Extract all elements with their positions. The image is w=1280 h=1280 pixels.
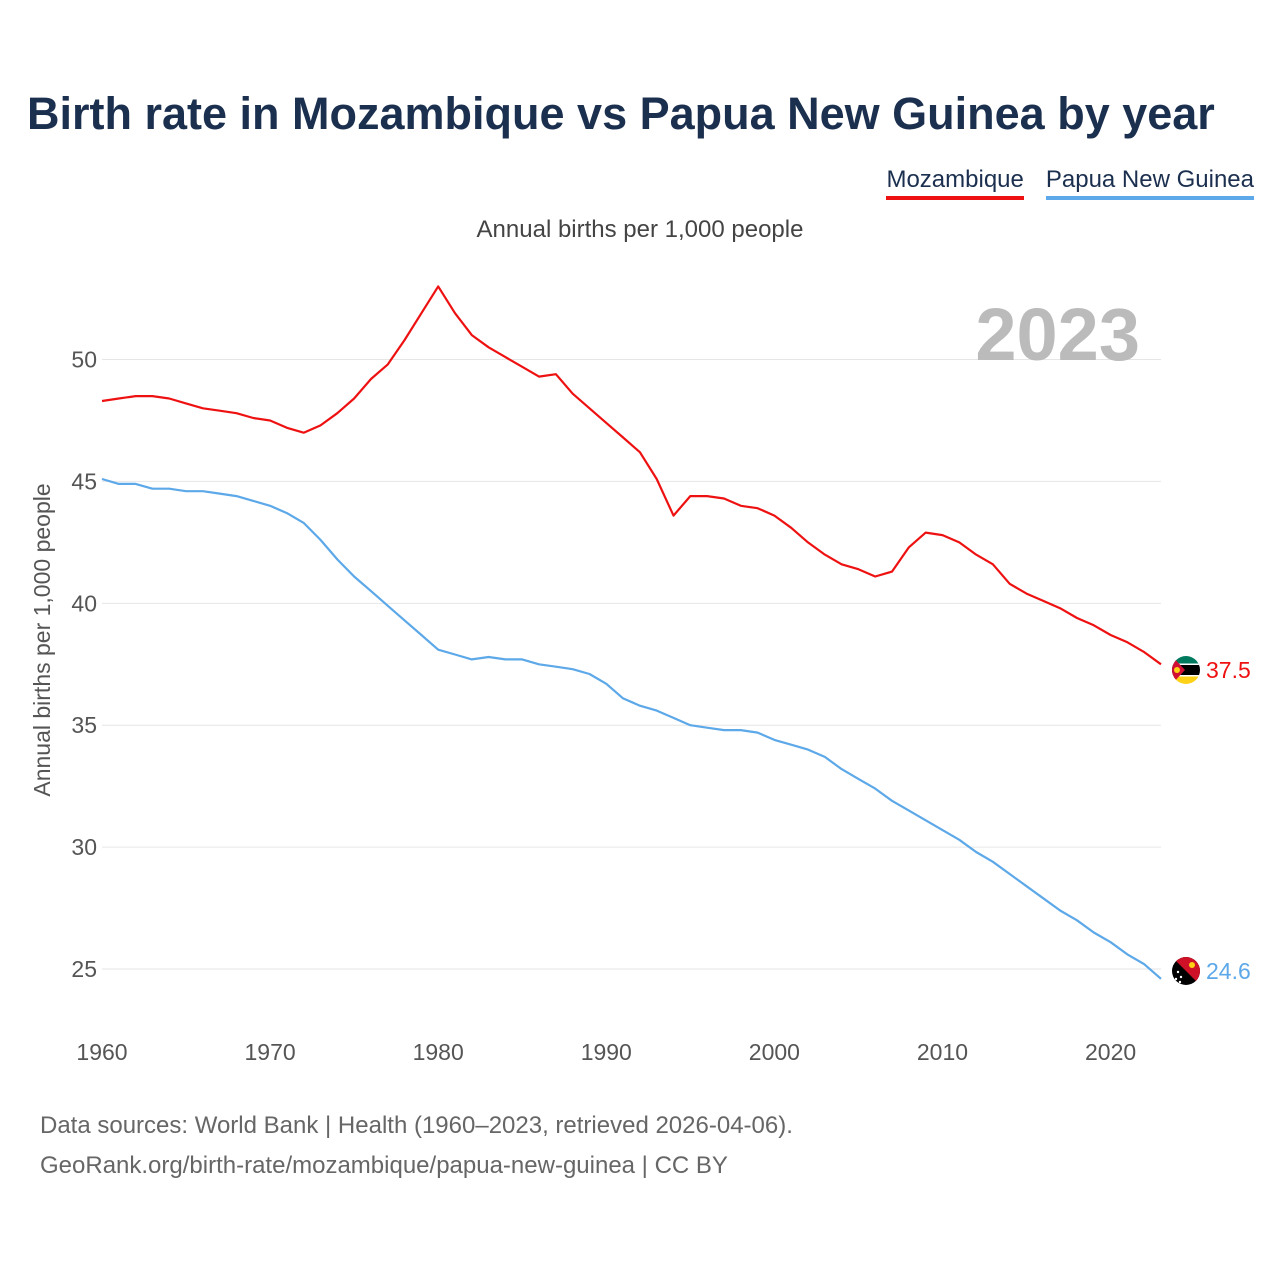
y-axis-label: Annual births per 1,000 people	[29, 483, 55, 796]
legend-papua-new-guinea[interactable]: Papua New Guinea	[1045, 166, 1254, 200]
y-tick-label: 30	[71, 834, 97, 860]
end-value-mozambique: 37.5	[1206, 657, 1251, 683]
x-axis-ticks: 1960 1970 1980 1990 2000 2010 2020	[76, 1039, 1136, 1065]
x-tick-label: 2000	[749, 1039, 800, 1065]
series-line-mozambique[interactable]	[101, 285, 1162, 666]
y-tick-label: 45	[71, 468, 97, 494]
y-tick-label: 50	[71, 347, 97, 373]
y-tick-label: 35	[71, 712, 97, 738]
footer-sources: Data sources: World Bank | Health (1960–…	[40, 1112, 793, 1139]
x-tick-label: 1980	[413, 1039, 464, 1065]
year-watermark: 2023	[975, 293, 1140, 376]
x-tick-label: 1970	[245, 1039, 296, 1065]
x-tick-label: 1960	[76, 1039, 127, 1065]
mozambique-flag-icon	[1172, 656, 1200, 684]
x-tick-label: 2020	[1085, 1039, 1136, 1065]
papua-new-guinea-flag-icon	[1172, 957, 1200, 985]
legend: Mozambique Papua New Guinea	[886, 166, 1254, 200]
grid-lines	[102, 359, 1161, 970]
y-tick-label: 25	[71, 956, 97, 982]
x-tick-label: 1990	[581, 1039, 632, 1065]
footer-link[interactable]: GeoRank.org/birth-rate/mozambique/papua-…	[40, 1152, 728, 1179]
chart-title: Birth rate in Mozambique vs Papua New Gu…	[27, 88, 1215, 139]
x-tick-label: 2010	[917, 1039, 968, 1065]
y-axis-ticks: 25 30 35 40 45 50	[71, 347, 97, 983]
series-end-markers: 37.5 24.6	[1172, 656, 1251, 985]
y-tick-label: 40	[71, 590, 97, 616]
chart-subtitle: Annual births per 1,000 people	[476, 216, 804, 243]
series-line-papua-new-guinea[interactable]	[101, 477, 1162, 980]
legend-mozambique[interactable]: Mozambique	[886, 166, 1024, 200]
series-lines	[101, 285, 1162, 980]
end-value-papua-new-guinea: 24.6	[1206, 958, 1251, 984]
footer: Data sources: World Bank | Health (1960–…	[40, 1106, 793, 1186]
